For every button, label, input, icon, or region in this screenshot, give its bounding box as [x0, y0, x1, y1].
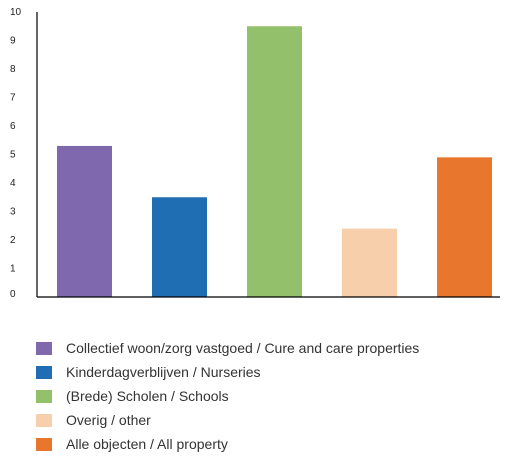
bar	[152, 197, 207, 297]
legend-swatch	[36, 341, 52, 355]
legend-swatch	[36, 365, 52, 379]
bar-chart: 0 1 2 3 4 5 6 7 8 9 10	[10, 7, 500, 300]
legend-label: Kinderdagverblijven / Nurseries	[66, 364, 261, 380]
legend-label: (Brede) Scholen / Schools	[66, 388, 229, 404]
bar	[437, 157, 492, 297]
legend-item: (Brede) Scholen / Schools	[36, 384, 419, 408]
legend-swatch	[36, 413, 52, 427]
legend-swatch	[36, 437, 52, 451]
y-tick-label: 10	[10, 7, 22, 18]
y-tick-label: 6	[10, 121, 16, 132]
bar	[247, 26, 302, 297]
legend-item: Overig / other	[36, 408, 419, 432]
bars	[57, 26, 492, 297]
y-tick-label: 7	[10, 93, 16, 104]
legend-label: Collectief woon/zorg vastgoed / Cure and…	[66, 340, 420, 356]
y-tick-label: 9	[10, 36, 16, 47]
y-tick-label: 0	[10, 289, 16, 300]
bar	[342, 228, 397, 297]
y-tick-label: 8	[10, 64, 16, 75]
y-tick-label: 3	[10, 207, 16, 218]
legend-swatch	[36, 389, 52, 403]
legend-label: Overig / other	[66, 412, 151, 428]
bar	[57, 145, 112, 297]
y-tick-label: 5	[10, 150, 16, 161]
legend-item: Alle objecten / All property	[36, 432, 419, 456]
legend: Collectief woon/zorg vastgoed / Cure and…	[36, 336, 419, 456]
legend-item: Collectief woon/zorg vastgoed / Cure and…	[36, 336, 419, 360]
y-axis-ticks: 0 1 2 3 4 5 6 7 8 9 10	[10, 7, 22, 300]
y-tick-label: 2	[10, 235, 16, 246]
y-tick-label: 1	[10, 264, 16, 275]
legend-item: Kinderdagverblijven / Nurseries	[36, 360, 419, 384]
legend-label: Alle objecten / All property	[66, 436, 228, 452]
y-tick-label: 4	[10, 178, 16, 189]
